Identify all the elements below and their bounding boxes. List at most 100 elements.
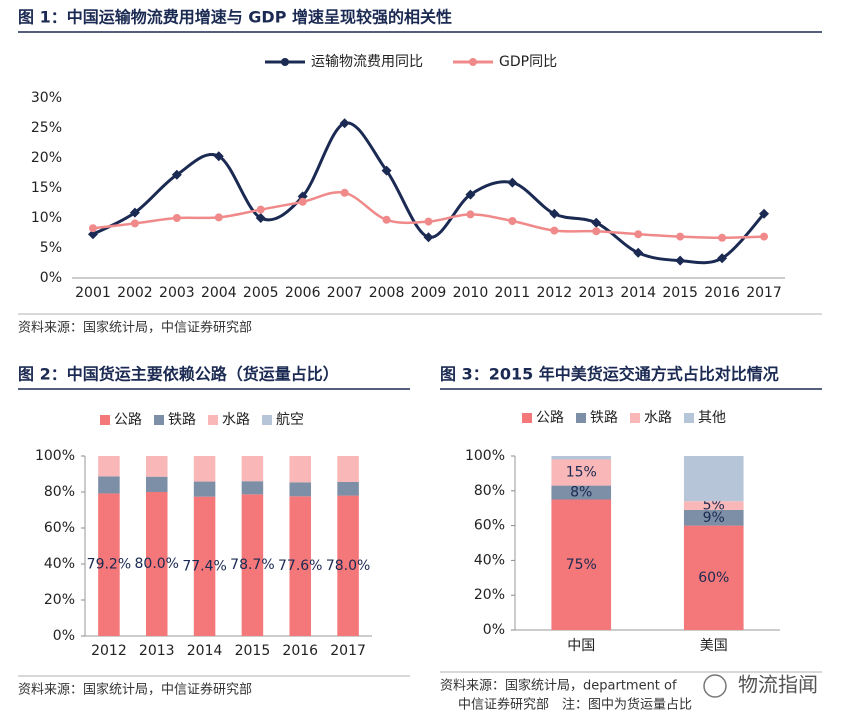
marker <box>507 177 518 188</box>
chart-title: 图 3：2015 年中美货运交通方式占比对比情况 <box>440 365 779 384</box>
x-tick-label: 2017 <box>330 643 366 659</box>
bar-segment <box>145 492 168 636</box>
bar-segment <box>145 456 168 477</box>
legend-label: 水路 <box>644 410 672 426</box>
x-tick-label: 2006 <box>285 285 321 301</box>
x-tick-label: 美国 <box>700 638 728 654</box>
marker <box>591 217 602 228</box>
y-tick-label: 100% <box>465 448 505 464</box>
source: 资料来源：国家统计局，中信证券研究部 <box>18 320 252 336</box>
bar-segment <box>551 459 612 486</box>
legend-swatch <box>630 413 640 423</box>
y-tick-label: 20% <box>44 592 75 608</box>
data-label: 75% <box>566 557 597 573</box>
chart-title: 图 1：中国运输物流费用增速与 GDP 增速呈现较强的相关性 <box>18 8 452 27</box>
legend-label: 公路 <box>114 412 142 428</box>
legend-swatch <box>100 415 110 425</box>
source: 资料来源：国家统计局，中信证券研究部 <box>18 682 252 698</box>
legend-label: 运输物流费用同比 <box>311 54 423 70</box>
x-tick-label: 2016 <box>282 643 318 659</box>
y-tick-label: 60% <box>44 520 75 536</box>
marker <box>339 118 350 129</box>
marker <box>676 232 685 241</box>
bar-segment <box>193 481 216 497</box>
data-label: 78.0% <box>326 558 370 574</box>
bar-segment <box>551 499 612 630</box>
x-tick-label: 2015 <box>235 643 271 659</box>
legend-label: 其他 <box>698 410 726 426</box>
marker <box>423 232 434 243</box>
marker <box>255 213 266 223</box>
legend-swatch <box>154 415 164 425</box>
data-label: 78.7% <box>230 557 274 573</box>
y-tick-label: 0% <box>483 622 505 638</box>
x-tick-label: 2008 <box>369 285 405 301</box>
y-tick-label: 40% <box>44 556 75 572</box>
bar-segment <box>241 494 264 636</box>
x-tick-label: 2013 <box>578 285 614 301</box>
bar-segment <box>683 509 744 526</box>
legend-label: 公路 <box>536 410 564 426</box>
marker <box>550 226 559 235</box>
y-tick-label: 0% <box>53 628 75 644</box>
marker <box>130 219 139 228</box>
bar-segment <box>241 481 264 495</box>
marker <box>172 214 181 222</box>
marker <box>213 151 224 162</box>
data-label: 8% <box>570 485 592 501</box>
marker <box>466 210 475 219</box>
marker <box>465 189 476 200</box>
bar-segment <box>98 476 120 494</box>
x-tick-label: 2017 <box>746 285 782 301</box>
marker <box>256 205 265 214</box>
x-tick-label: 2003 <box>159 285 195 301</box>
source: 中信证券研究部 注：图中为货运量占比 <box>458 697 692 713</box>
bar-segment <box>337 456 359 482</box>
marker <box>717 253 728 264</box>
legend-label: GDP同比 <box>499 54 557 70</box>
data-label: 5% <box>703 498 725 514</box>
y-tick-label: 10% <box>31 210 62 226</box>
x-tick-label: 2005 <box>243 285 279 301</box>
y-tick-label: 40% <box>474 552 505 568</box>
y-tick-label: 20% <box>31 150 62 166</box>
marker <box>633 247 644 258</box>
marker <box>759 208 770 219</box>
bar-segment <box>193 496 216 636</box>
bar-segment <box>241 456 264 482</box>
x-tick-label: 2007 <box>327 285 363 301</box>
legend-swatch <box>262 415 272 425</box>
y-tick-label: 15% <box>31 180 62 196</box>
x-tick-label: 2009 <box>411 285 447 301</box>
data-label: 80.0% <box>135 556 179 572</box>
y-tick-label: 80% <box>44 484 75 500</box>
marker <box>718 233 727 242</box>
marker <box>214 213 223 222</box>
bar-segment <box>289 496 312 636</box>
legend-swatch <box>522 413 532 423</box>
y-tick-label: 25% <box>31 120 62 136</box>
x-tick-label: 2010 <box>453 285 489 301</box>
marker <box>87 229 98 240</box>
data-label: 77.4% <box>182 558 226 574</box>
x-tick-label: 2015 <box>662 285 698 301</box>
marker <box>549 208 560 219</box>
y-tick-label: 5% <box>40 240 62 256</box>
bar-segment <box>98 456 120 477</box>
x-tick-label: 2012 <box>91 643 127 659</box>
bar-segment <box>289 456 312 483</box>
source: 资料来源：国家统计局，department of <box>440 678 677 694</box>
marker <box>298 197 307 206</box>
bar-segment <box>145 476 168 492</box>
y-tick-label: 100% <box>35 448 75 464</box>
legend-marker <box>469 58 477 66</box>
marker <box>634 230 643 239</box>
x-tick-label: 2014 <box>187 643 223 659</box>
legend-label: 水路 <box>222 412 250 428</box>
bar-segment <box>551 485 612 500</box>
legend-label: 铁路 <box>590 410 618 426</box>
x-tick-label: 2013 <box>139 643 175 659</box>
marker <box>88 224 97 233</box>
bar-segment <box>683 525 744 630</box>
legend-swatch <box>208 415 218 425</box>
